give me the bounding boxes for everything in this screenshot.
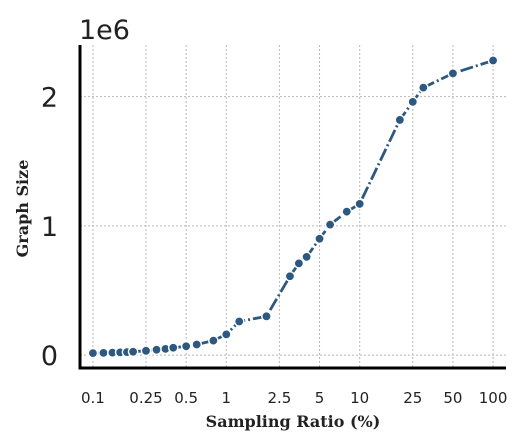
data-point-16 bbox=[284, 270, 296, 282]
x-tick-label-8: 50 bbox=[443, 389, 462, 407]
data-point-25 bbox=[418, 82, 429, 93]
data-points bbox=[87, 55, 499, 359]
x-tick-label-9: 100 bbox=[479, 389, 508, 407]
x-tick-label-5: 5 bbox=[315, 389, 325, 407]
data-point-21 bbox=[341, 206, 353, 217]
data-point-14 bbox=[233, 316, 245, 327]
data-point-27 bbox=[487, 55, 499, 66]
x-tick-label-2: 0.5 bbox=[174, 389, 198, 407]
x-tick-label-6: 10 bbox=[350, 389, 369, 407]
data-point-23 bbox=[394, 114, 406, 126]
y-tick-labels: 0 1 2 bbox=[41, 83, 58, 372]
y-tick-label-0: 0 bbox=[41, 341, 58, 372]
x-tick-label-4: 2.5 bbox=[267, 389, 291, 407]
data-point-15 bbox=[261, 311, 272, 322]
series-line bbox=[92, 59, 494, 355]
data-point-17 bbox=[293, 258, 305, 269]
data-point-1 bbox=[98, 347, 109, 359]
x-tick-labels: 0.1 0.25 0.5 1 2.5 5 10 25 50 100 bbox=[81, 389, 507, 407]
data-point-22 bbox=[354, 198, 365, 210]
data-point-7 bbox=[151, 344, 162, 356]
data-point-10 bbox=[180, 340, 192, 352]
data-point-11 bbox=[191, 339, 203, 350]
y-tick-label-1: 1 bbox=[41, 212, 58, 243]
x-grid bbox=[92, 45, 494, 368]
data-point-19 bbox=[314, 233, 325, 245]
y-tick-label-2: 2 bbox=[41, 83, 58, 114]
data-point-26 bbox=[447, 68, 459, 79]
x-tick-label-3: 1 bbox=[222, 389, 232, 407]
data-point-9 bbox=[167, 342, 179, 354]
y-axis-offset-label: 1e6 bbox=[79, 15, 130, 46]
data-point-12 bbox=[208, 335, 219, 346]
y-grid bbox=[80, 96, 506, 356]
data-point-24 bbox=[407, 96, 419, 108]
data-point-13 bbox=[221, 329, 232, 340]
x-tick-label-0: 0.1 bbox=[81, 389, 105, 407]
x-axis-title: Sampling Ratio (%) bbox=[206, 412, 381, 431]
x-tick-label-1: 0.25 bbox=[129, 389, 162, 407]
data-point-0 bbox=[87, 347, 99, 359]
data-point-20 bbox=[324, 219, 336, 230]
data-point-5 bbox=[127, 346, 139, 358]
x-tick-label-7: 25 bbox=[403, 389, 422, 407]
data-point-18 bbox=[301, 251, 312, 263]
y-axis-title: Graph Size bbox=[13, 160, 32, 258]
data-point-6 bbox=[140, 345, 152, 357]
